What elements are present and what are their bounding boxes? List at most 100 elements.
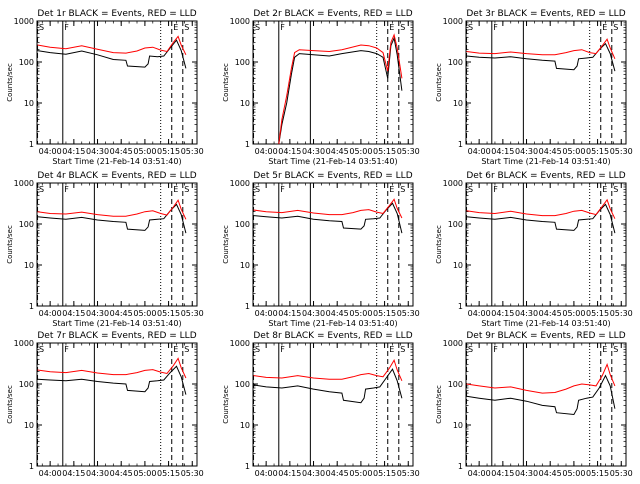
y-tick-label: 1000: [443, 339, 463, 348]
y-axis-label: Counts/sec: [435, 225, 443, 264]
plot-frame: [36, 20, 198, 145]
y-tick-label: 1: [29, 302, 34, 311]
x-tick-label: 05:15: [586, 469, 609, 478]
y-tick-label: 100: [448, 380, 463, 389]
chart-title: Det 8r BLACK = Events, RED = LLD: [253, 331, 412, 341]
x-tick-label: 05:00: [349, 469, 372, 478]
event-marker-label: S: [39, 345, 44, 354]
chart-title: Det 6r BLACK = Events, RED = LLD: [466, 171, 625, 181]
x-tick-label: 05:15: [586, 147, 609, 156]
x-tick-label: 05:00: [133, 309, 156, 318]
x-axis-label: Start Time (21-Feb-14 03:51:40): [268, 157, 397, 166]
y-tick-label: 10: [453, 99, 463, 108]
x-tick-label: 04:45: [539, 147, 562, 156]
x-tick-label: 04:30: [86, 469, 109, 478]
y-tick-label: 1: [458, 302, 463, 311]
detector-chart-1: Det 1r BLACK = Events, RED = LLD 1 10 100 10…: [6, 9, 204, 166]
x-tick-label: 05:30: [181, 469, 204, 478]
chart-title: Det 5r BLACK = Events, RED = LLD: [253, 171, 412, 181]
event-marker-label: F: [493, 345, 498, 354]
y-axis-label: Counts/sec: [222, 225, 230, 264]
event-marker-label: S: [400, 345, 405, 354]
event-marker-label: S: [184, 23, 189, 32]
x-tick-label: 04:15: [62, 469, 85, 478]
x-tick-label: 04:45: [110, 309, 133, 318]
detector-chart-7: Det 7r BLACK = Events, RED = LLD 1 10 100 10…: [6, 331, 204, 484]
x-tick-label: 04:30: [515, 147, 538, 156]
x-tick-label: 04:00: [39, 469, 62, 478]
event-marker-label: S: [613, 345, 618, 354]
x-tick-label: 05:00: [562, 147, 585, 156]
y-tick-label: 10: [240, 261, 250, 270]
event-marker-label: E: [602, 185, 607, 194]
event-marker-label: E: [173, 185, 178, 194]
event-marker-label: F: [64, 345, 69, 354]
chart-title: Det 9r BLACK = Events, RED = LLD: [466, 331, 625, 341]
x-tick-label: 04:00: [39, 309, 62, 318]
event-marker-label: S: [613, 23, 618, 32]
y-tick-label: 100: [448, 220, 463, 229]
event-marker-label: S: [39, 23, 44, 32]
event-marker-label: F: [493, 23, 498, 32]
x-axis-label: Start Time (21-Feb-14 03:51:40): [268, 319, 397, 328]
y-tick-label: 1: [245, 302, 250, 311]
x-tick-label: 04:45: [539, 469, 562, 478]
event-marker-label: S: [255, 345, 260, 354]
x-tick-label: 04:00: [255, 147, 278, 156]
series-line-lld: [253, 358, 403, 381]
detector-chart-4: Det 4r BLACK = Events, RED = LLD 1 10 100 10…: [6, 171, 204, 328]
x-tick-label: 05:30: [181, 147, 204, 156]
y-axis-label: Counts/sec: [435, 385, 443, 424]
y-tick-label: 1: [29, 462, 34, 471]
event-marker-label: F: [64, 185, 69, 194]
y-tick-label: 1: [458, 462, 463, 471]
detector-chart-9: Det 9r BLACK = Events, RED = LLD 1 10 100 10…: [435, 331, 633, 484]
event-marker-label: S: [468, 345, 473, 354]
chart-title: Det 1r BLACK = Events, RED = LLD: [37, 9, 196, 19]
y-tick-label: 1: [458, 140, 463, 149]
y-tick-label: 1: [245, 462, 250, 471]
chart-title: Det 4r BLACK = Events, RED = LLD: [37, 171, 196, 181]
y-tick-label: 1000: [230, 179, 250, 188]
plot-frame: [252, 20, 414, 145]
series-line-events: [466, 42, 616, 72]
y-tick-label: 1000: [14, 17, 34, 26]
event-marker-label: E: [389, 23, 394, 32]
series-line-events: [253, 368, 403, 404]
series-line-lld: [37, 35, 187, 56]
x-tick-label: 05:15: [157, 147, 180, 156]
y-tick-label: 10: [240, 421, 250, 430]
event-marker-label: F: [280, 185, 285, 194]
x-tick-label: 05:15: [373, 309, 396, 318]
x-tick-label: 05:15: [157, 469, 180, 478]
series-line-events: [37, 39, 187, 69]
plot-frame: [36, 342, 198, 467]
x-tick-label: 04:00: [468, 309, 491, 318]
chart-title: Det 3r BLACK = Events, RED = LLD: [466, 9, 625, 19]
series-line-events: [253, 202, 403, 234]
x-tick-label: 05:00: [562, 469, 585, 478]
detector-chart-6: Det 6r BLACK = Events, RED = LLD 1 10 100 10…: [435, 171, 633, 328]
x-tick-label: 04:30: [302, 309, 325, 318]
detector-chart-2: Det 2r BLACK = Events, RED = LLD 1 10 100 10…: [222, 9, 420, 166]
x-tick-label: 04:15: [62, 147, 85, 156]
x-tick-label: 04:30: [86, 147, 109, 156]
y-tick-label: 1000: [443, 17, 463, 26]
x-tick-label: 04:30: [515, 309, 538, 318]
y-tick-label: 10: [453, 421, 463, 430]
event-marker-label: E: [173, 23, 178, 32]
detector-chart-3: Det 3r BLACK = Events, RED = LLD 1 10 100 10…: [435, 9, 633, 166]
event-marker-label: S: [468, 23, 473, 32]
y-tick-label: 100: [19, 220, 34, 229]
x-tick-label: 05:00: [133, 147, 156, 156]
event-marker-label: S: [400, 23, 405, 32]
x-tick-label: 04:00: [468, 469, 491, 478]
x-tick-label: 05:15: [586, 309, 609, 318]
chart-title: Det 2r BLACK = Events, RED = LLD: [253, 9, 412, 19]
plot-frame: [252, 182, 414, 307]
series-line-events: [466, 203, 616, 234]
y-tick-label: 1000: [14, 179, 34, 188]
y-tick-label: 100: [448, 58, 463, 67]
x-tick-label: 05:30: [610, 309, 633, 318]
